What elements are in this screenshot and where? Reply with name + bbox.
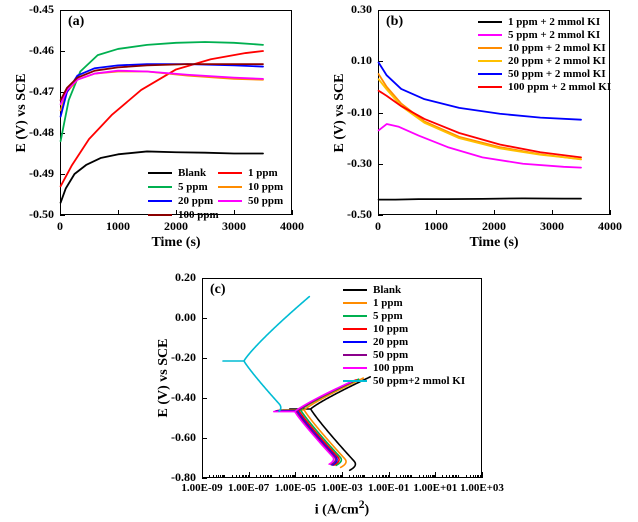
legend-label: 1 ppm + 2 mmol KI (508, 16, 600, 28)
legend-label: 50 ppm + 2 mmol KI (508, 68, 606, 80)
y-tick-label: -0.50 (347, 207, 372, 222)
x-tick-label: 2000 (482, 219, 506, 234)
y-tick-label: -0.49 (29, 166, 54, 181)
legend-label: 1 ppm (248, 167, 278, 179)
x-tick-label: 4000 (280, 219, 304, 234)
legend-label: 5 ppm (178, 181, 208, 193)
legend-swatch (218, 172, 242, 174)
legend-swatch (148, 186, 172, 188)
legend-label: 100 ppm (178, 209, 219, 221)
y-tick-label: -0.47 (29, 84, 54, 99)
legend-item: 100 ppm + 2 mmol KI (478, 79, 611, 94)
y-tick-label: 0.30 (351, 2, 372, 17)
legend-item: 100 ppm (148, 207, 219, 222)
legend-swatch (343, 354, 367, 356)
legend-swatch (478, 21, 502, 23)
y-tick-label: 0.20 (175, 270, 196, 285)
legend-swatch (343, 341, 367, 343)
x-tick-label: 1.00E-01 (368, 482, 409, 494)
legend-swatch (148, 172, 172, 174)
legend-swatch (343, 328, 367, 330)
legend-label: 100 ppm (373, 362, 414, 374)
x-tick-label: 3000 (222, 219, 246, 234)
legend-swatch (343, 367, 367, 369)
legend-swatch (343, 315, 367, 317)
legend-swatch (343, 289, 367, 291)
legend-label: 50 ppm (373, 349, 408, 361)
x-tick-label: 1000 (424, 219, 448, 234)
x-tick-label: 0 (57, 219, 63, 234)
legend-swatch (478, 34, 502, 36)
y-tick-label: -0.60 (171, 430, 196, 445)
legend-label: 10 ppm (373, 323, 408, 335)
legend-label: 5 ppm (373, 310, 403, 322)
legend-label: 20 ppm (178, 195, 213, 207)
legend-label: 20 ppm + 2 mmol KI (508, 55, 606, 67)
y-tick-label: -0.45 (29, 2, 54, 17)
legend-swatch (478, 86, 502, 88)
legend-label: Blank (178, 167, 206, 179)
legend-label: 10 ppm (248, 181, 283, 193)
x-tick-label: 3000 (540, 219, 564, 234)
x-tick-label: 1.00E-03 (321, 482, 362, 494)
legend-label: 5 ppm + 2 mmol KI (508, 29, 600, 41)
x-tick-label: 1.00E+03 (460, 482, 504, 494)
legend-item: 1 ppm (218, 165, 278, 180)
legend-item: Blank (148, 165, 206, 180)
y-tick-label: -0.50 (29, 207, 54, 222)
x-tick-label: 0 (375, 219, 381, 234)
legend-item: 50 ppm+2 mmol KI (343, 373, 465, 388)
y-tick-label: -0.48 (29, 125, 54, 140)
y-tick-label: -0.30 (347, 156, 372, 171)
legend-label: 10 ppm + 2 mmol KI (508, 42, 606, 54)
legend-label: Blank (373, 284, 401, 296)
legend-swatch (148, 214, 172, 216)
y-axis-label: E (V) vs SCE (14, 43, 30, 183)
legend-swatch (148, 200, 172, 202)
x-tick-label: 1000 (106, 219, 130, 234)
y-tick-label: 0.10 (351, 53, 372, 68)
legend-swatch (478, 47, 502, 49)
y-axis-label: E (V) vs SCE (332, 43, 348, 183)
x-axis-label: Time (s) (378, 235, 610, 251)
y-tick-label: -0.46 (29, 43, 54, 58)
y-tick-label: 0.00 (175, 310, 196, 325)
y-tick-label: -0.80 (171, 470, 196, 485)
x-tick-label: 4000 (598, 219, 622, 234)
legend-label: 50 ppm+2 mmol KI (373, 375, 465, 387)
legend-swatch (478, 73, 502, 75)
x-tick-label: 1.00E-05 (275, 482, 316, 494)
legend-label: 1 ppm (373, 297, 403, 309)
figure: 0 1000 2000 3000 4000 -0.50 -0.49 -0.48 -0.47 -0.… (0, 0, 638, 522)
legend-swatch (343, 302, 367, 304)
x-tick-label: 1.00E-07 (228, 482, 269, 494)
x-axis-label: Time (s) (60, 235, 292, 251)
legend-swatch (218, 200, 242, 202)
legend-swatch (218, 186, 242, 188)
legend-item: 50 ppm (218, 193, 283, 208)
legend-item: 5 ppm (148, 179, 208, 194)
legend-label: 100 ppm + 2 mmol KI (508, 81, 611, 93)
y-tick-label: -0.20 (171, 350, 196, 365)
y-tick-label: -0.40 (171, 390, 196, 405)
y-axis-label: E (V) vs SCE (156, 308, 172, 448)
legend-label: 50 ppm (248, 195, 283, 207)
x-tick-label: 1.00E+01 (413, 482, 457, 494)
x-axis-label: i (A/cm2) (202, 498, 482, 519)
legend-item: 10 ppm (218, 179, 283, 194)
legend-label: 20 ppm (373, 336, 408, 348)
y-tick-label: -0.10 (347, 105, 372, 120)
legend-item: 20 ppm (148, 193, 213, 208)
legend-swatch (478, 60, 502, 62)
legend-swatch (343, 380, 367, 382)
